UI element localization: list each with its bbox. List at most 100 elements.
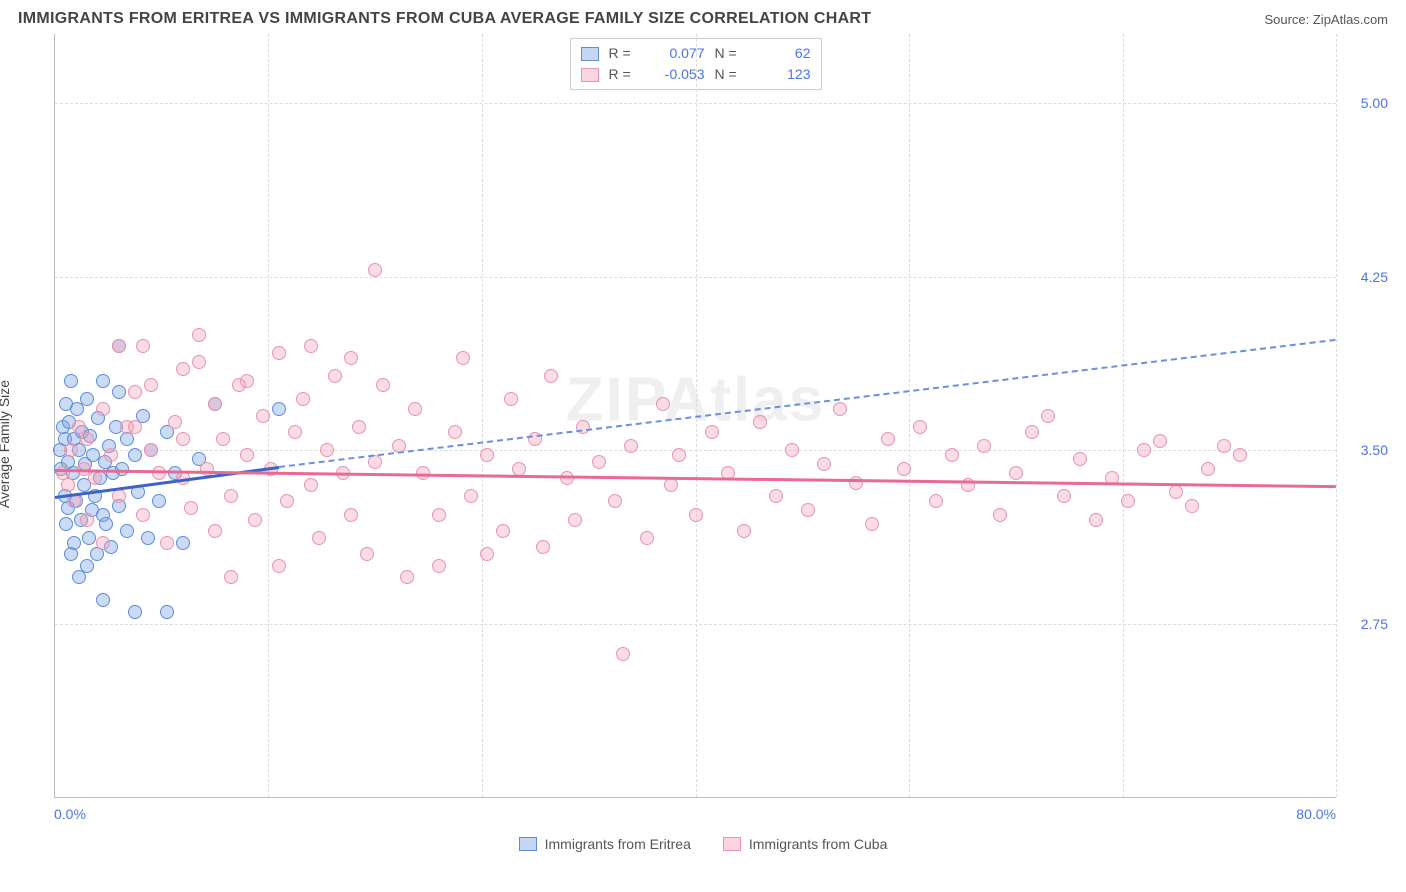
data-point <box>977 439 991 453</box>
data-point <box>240 374 254 388</box>
data-point <box>224 489 238 503</box>
data-point <box>304 339 318 353</box>
stat-label-n: N = <box>715 64 745 85</box>
data-point <box>368 263 382 277</box>
x-axis-max-label: 80.0% <box>1296 806 1336 822</box>
data-point <box>544 369 558 383</box>
data-point <box>144 443 158 457</box>
data-point <box>432 559 446 573</box>
chart-area: Average Family Size ZIPAtlas R = 0.077 N… <box>10 34 1396 854</box>
data-point <box>785 443 799 457</box>
data-point <box>769 489 783 503</box>
data-point <box>80 392 94 406</box>
plot-area: ZIPAtlas R = 0.077 N = 62 R = -0.053 N =… <box>54 34 1336 798</box>
legend-item-2: Immigrants from Cuba <box>723 836 887 852</box>
gridline-v <box>909 34 910 797</box>
data-point <box>432 508 446 522</box>
data-point <box>568 513 582 527</box>
data-point <box>344 351 358 365</box>
data-point <box>1169 485 1183 499</box>
data-point <box>656 397 670 411</box>
data-point <box>128 385 142 399</box>
data-point <box>192 355 206 369</box>
legend-item-1: Immigrants from Eritrea <box>519 836 691 852</box>
data-point <box>464 489 478 503</box>
data-point <box>849 476 863 490</box>
data-point <box>160 605 174 619</box>
data-point <box>504 392 518 406</box>
data-point <box>272 559 286 573</box>
data-point <box>929 494 943 508</box>
data-point <box>160 536 174 550</box>
data-point <box>176 362 190 376</box>
data-point <box>64 374 78 388</box>
data-point <box>913 420 927 434</box>
data-point <box>1009 466 1023 480</box>
data-point <box>256 409 270 423</box>
data-point <box>82 531 96 545</box>
data-point <box>304 478 318 492</box>
data-point <box>448 425 462 439</box>
stat-label-r: R = <box>609 43 639 64</box>
data-point <box>1041 409 1055 423</box>
regression-line <box>279 339 1336 468</box>
data-point <box>1025 425 1039 439</box>
data-point <box>272 402 286 416</box>
data-point <box>88 471 102 485</box>
data-point <box>1121 494 1135 508</box>
data-point <box>168 415 182 429</box>
data-point <box>272 346 286 360</box>
y-tick-label: 3.50 <box>1361 442 1388 458</box>
data-point <box>1089 513 1103 527</box>
data-point <box>104 448 118 462</box>
gridline-v <box>482 34 483 797</box>
stat-value-n-2: 123 <box>755 64 811 85</box>
data-point <box>865 517 879 531</box>
y-axis-label: Average Family Size <box>0 380 12 508</box>
data-point <box>128 605 142 619</box>
data-point <box>115 462 129 476</box>
data-point <box>128 420 142 434</box>
data-point <box>120 524 134 538</box>
data-point <box>80 432 94 446</box>
data-point <box>112 339 126 353</box>
stat-label-n: N = <box>715 43 745 64</box>
data-point <box>616 647 630 661</box>
data-point <box>624 439 638 453</box>
data-point <box>176 432 190 446</box>
data-point <box>672 448 686 462</box>
swatch-blue-icon <box>519 837 537 851</box>
data-point <box>67 536 81 550</box>
data-point <box>192 328 206 342</box>
data-point <box>1233 448 1247 462</box>
data-point <box>1153 434 1167 448</box>
data-point <box>208 524 222 538</box>
y-tick-label: 4.25 <box>1361 269 1388 285</box>
legend-label-1: Immigrants from Eritrea <box>545 836 691 852</box>
data-point <box>496 524 510 538</box>
data-point <box>352 420 366 434</box>
swatch-pink-icon <box>581 68 599 82</box>
data-point <box>152 494 166 508</box>
data-point <box>344 508 358 522</box>
data-point <box>1185 499 1199 513</box>
data-point <box>99 517 113 531</box>
legend-bottom: Immigrants from Eritrea Immigrants from … <box>10 836 1396 852</box>
gridline-v <box>1336 34 1337 797</box>
data-point <box>288 425 302 439</box>
data-point <box>208 397 222 411</box>
chart-title: IMMIGRANTS FROM ERITREA VS IMMIGRANTS FR… <box>18 10 871 28</box>
data-point <box>1057 489 1071 503</box>
data-point <box>400 570 414 584</box>
data-point <box>480 448 494 462</box>
stat-label-r: R = <box>609 64 639 85</box>
data-point <box>833 402 847 416</box>
data-point <box>128 448 142 462</box>
data-point <box>592 455 606 469</box>
data-point <box>59 517 73 531</box>
data-point <box>176 536 190 550</box>
data-point <box>689 508 703 522</box>
data-point <box>536 540 550 554</box>
data-point <box>184 501 198 515</box>
data-point <box>640 531 654 545</box>
